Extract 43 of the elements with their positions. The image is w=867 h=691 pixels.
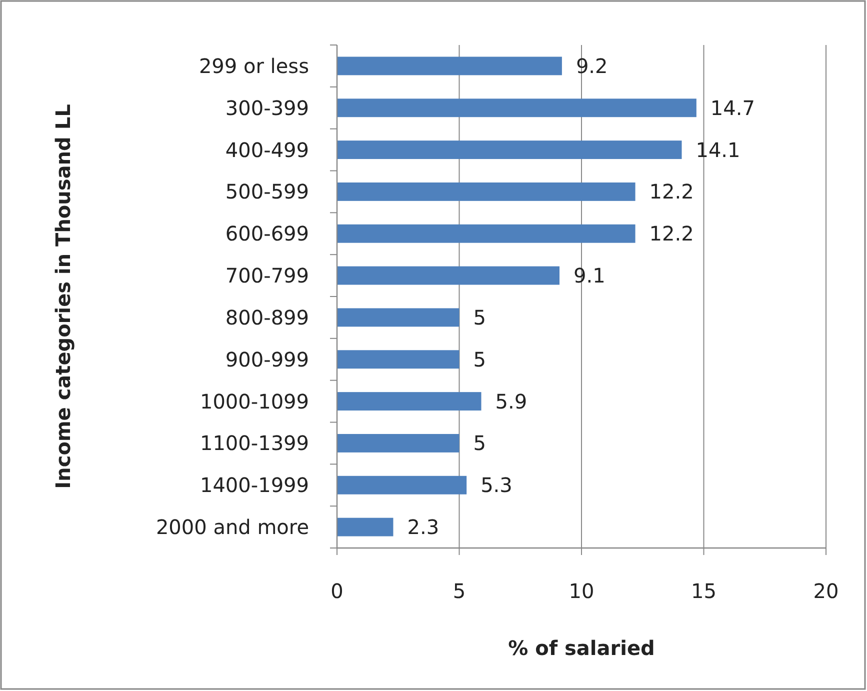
y-tick-label: 600-699 [225,222,309,246]
y-tick-label: 299 or less [198,54,309,78]
data-label: 9.2 [576,54,608,78]
bar [337,224,636,243]
y-tick-label: 500-599 [225,180,309,204]
x-tick-label: 10 [568,579,594,603]
bar [337,350,460,369]
data-label: 14.1 [696,138,740,162]
x-axis-title: % of salaried [508,636,655,660]
y-tick-label: 1100-1399 [200,431,309,456]
bar [337,266,560,285]
bar [337,476,467,494]
data-label: 12.2 [649,180,694,204]
data-label: 9.1 [573,264,606,288]
bar [337,140,682,160]
data-label: 5 [473,305,486,330]
y-tick-label: 400-499 [225,138,309,162]
bar [337,308,460,327]
y-tick-label: 800-899 [225,305,309,330]
y-axis-title: Income categories in Thousand LL [51,104,75,489]
data-label: 5 [473,347,486,372]
data-label: 12.2 [649,222,694,246]
y-tick-label: 1400-1999 [200,473,309,498]
y-tick-label: 1000-1099 [200,389,309,414]
data-label: 5.3 [480,473,512,498]
data-label: 14.7 [710,96,755,120]
x-tick-label: 15 [691,579,716,603]
x-tick-label: 0 [330,579,344,603]
data-label: 2.3 [407,515,440,540]
y-tick-label: 700-799 [225,264,309,288]
data-label: 5.9 [495,389,528,414]
bar [337,392,482,411]
y-tick-label: 300-399 [225,96,309,120]
x-tick-label: 5 [452,579,466,603]
data-label: 5 [473,431,486,456]
bar [337,98,696,118]
bar [337,182,636,201]
bar [337,56,562,76]
y-tick-label: 900-999 [225,347,309,372]
bar [337,518,394,536]
y-tick-label: 2000 and more [156,515,309,540]
bar [337,434,460,452]
x-tick-label: 20 [813,579,839,603]
